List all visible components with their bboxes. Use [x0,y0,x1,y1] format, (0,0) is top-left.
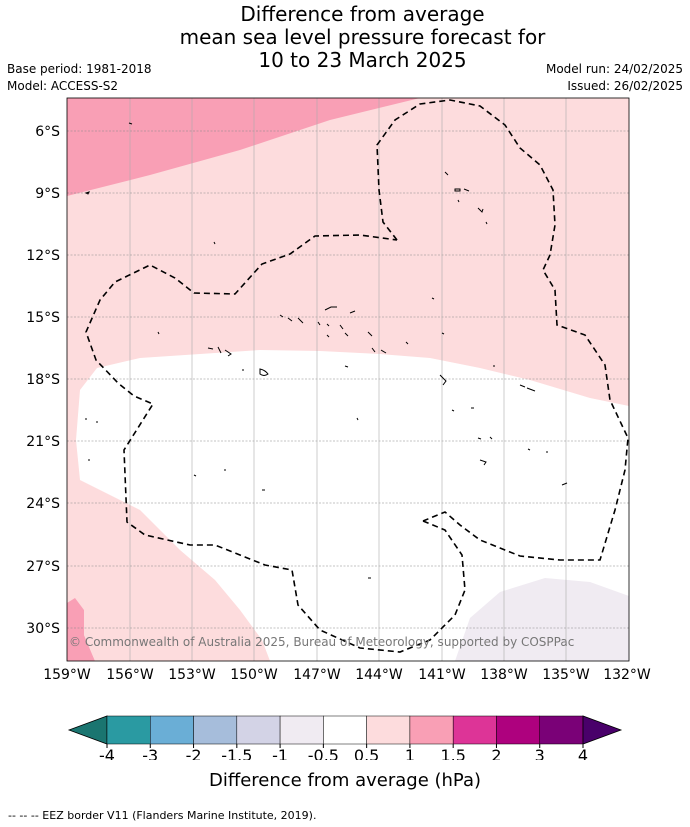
map-gridlines [67,130,629,629]
lon-label: 150°W [230,667,278,683]
model-name: Model: ACCESS-S2 [7,79,119,93]
coastlines [84,122,568,579]
plot-frame [66,97,630,662]
lon-label: 135°W [542,667,590,683]
colorbar-segment [496,715,540,745]
base-period: Base period: 1981-2018 [7,62,152,76]
anomaly-field: © Commonwealth of Australia 2025, Bureau… [67,98,629,661]
lon-label: 156°W [106,667,154,683]
lat-label: 9°S [35,186,60,202]
title-line-3: 10 to 23 March 2025 [258,48,467,72]
fill-0-5-to-1-southwest [80,480,270,661]
colorbar-tick-label: 2 [491,746,501,760]
fill-1-to-1-5-north [67,98,420,196]
colorbar: -4 -3 -2 -1.5 -1 -0.5 0.5 1 1.5 2 3 4 [67,715,623,760]
lon-label: 138°W [480,667,528,683]
colorbar-segment [279,715,324,745]
colorbar-tick-label: 4 [578,746,588,760]
lat-label: 12°S [26,248,60,264]
colorbar-tick-label: -3 [142,746,158,760]
colorbar-extend-low [67,715,108,745]
colorbar-tick-label: -0.5 [308,746,339,760]
eez-legend-note: -- -- -- EEZ border V11 (Flanders Marine… [8,809,317,822]
lat-label: 27°S [26,559,60,575]
colorbar-label: Difference from average (hPa) [208,770,482,791]
colorbar-tick-label: 1.5 [440,746,465,760]
eez-border [85,99,629,653]
colorbar-segment [236,715,281,745]
lat-label: 21°S [26,434,60,450]
colorbar-segment [106,715,151,745]
map-figure: © Commonwealth of Australia 2025, Bureau… [26,97,651,760]
longitude-labels: 159°W 156°W 153°W 150°W 147°W 144°W 141°… [43,667,651,683]
fill-1-to-1-5-southwest [67,598,95,661]
lat-label: 30°S [26,621,60,637]
colorbar-segment [323,715,367,745]
lon-label: 159°W [43,667,91,683]
colorbar-extend-high [582,715,623,745]
colorbar-segment [193,715,238,745]
colorbar-segment [452,715,497,745]
lon-label: 153°W [168,667,216,683]
model-run: Model run: 24/02/2025 [545,62,683,76]
colorbar-tick-label: 1 [405,746,415,760]
lon-label: 132°W [603,667,651,683]
colorbar-tick-label: 3 [535,746,545,760]
issued-date: Issued: 26/02/2025 [567,79,683,93]
colorbar-tick-label: -1 [272,746,288,760]
colorbar-segment [539,715,584,745]
colorbar-segment [150,715,194,745]
lat-label: 6°S [35,124,60,140]
lon-label: 147°W [293,667,341,683]
lat-label: 24°S [26,496,60,512]
colorbar-segment [409,715,454,745]
colorbar-tick-label: -4 [99,746,115,760]
fill-minus-1-to-minus-0-5 [455,578,629,661]
title-line-1: Difference from average [240,2,485,26]
latitude-labels: 6°S 9°S 12°S 15°S 18°S 21°S 24°S 27°S 30… [26,124,60,637]
lat-label: 18°S [26,372,60,388]
lon-label: 141°W [418,667,466,683]
colorbar-segment [366,715,411,745]
colorbar-tick-label: 0.5 [354,746,379,760]
colorbar-tick-label: -1.5 [221,746,252,760]
colorbar-tick-label: -2 [186,746,202,760]
lon-label: 144°W [355,667,403,683]
copyright-notice: © Commonwealth of Australia 2025, Bureau… [69,635,574,649]
title-line-2: mean sea level pressure forecast for [179,25,546,49]
lat-label: 15°S [26,310,60,326]
